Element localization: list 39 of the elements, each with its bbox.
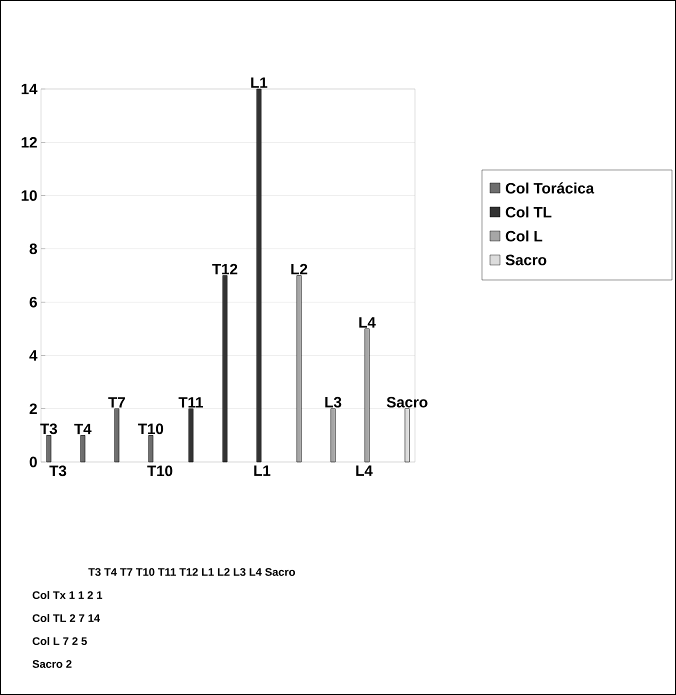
data-label: T4: [74, 424, 92, 434]
data-label: T7: [108, 397, 125, 408]
y-tick-label: 12: [22, 137, 37, 148]
data-label: T3: [40, 424, 58, 434]
x-tick-label: L1: [254, 466, 270, 476]
text: T3 T4 T7 T10 T11 T12 L1 L2 L3 L4 Sacro: [88, 568, 296, 576]
legend-label: Col Torácica: [506, 182, 594, 194]
bar: [114, 408, 120, 462]
x-tick-label: T3: [49, 466, 66, 476]
data-label: L3: [325, 396, 342, 408]
x-tick-label: T10: [147, 466, 172, 476]
bar: [256, 88, 262, 462]
bar: [188, 408, 194, 462]
bar: [46, 435, 52, 462]
data-label: L1: [251, 77, 268, 88]
data-label: T12: [212, 264, 238, 274]
data-label: L2: [291, 264, 308, 274]
y-tick-label: 0: [30, 456, 37, 468]
bar: [80, 435, 86, 462]
data-label: T10: [138, 424, 164, 434]
data-label: T11: [178, 397, 204, 408]
text: Col L 7 2 5: [32, 636, 87, 646]
legend-label: Sacro: [506, 254, 546, 266]
x-tick-label: L4: [356, 466, 373, 476]
text: Col TL 2 7 14: [32, 614, 100, 622]
legend-label: Col TL: [506, 206, 552, 218]
bar: [148, 435, 154, 462]
data-label: Sacro: [386, 396, 428, 408]
text: Col Tx 1 1 2 1: [32, 590, 102, 600]
y-tick-label: 2: [30, 403, 37, 414]
bar: [222, 275, 228, 462]
text: Sacro 2: [32, 660, 72, 668]
y-tick-label: 10: [22, 190, 37, 201]
y-tick-label: 14: [22, 84, 38, 94]
y-tick-label: 8: [30, 244, 37, 254]
y-tick-label: 4: [29, 350, 38, 361]
y-tick-label: 6: [30, 296, 37, 308]
legend-label: Col L: [506, 230, 542, 242]
data-label: L4: [359, 317, 376, 328]
